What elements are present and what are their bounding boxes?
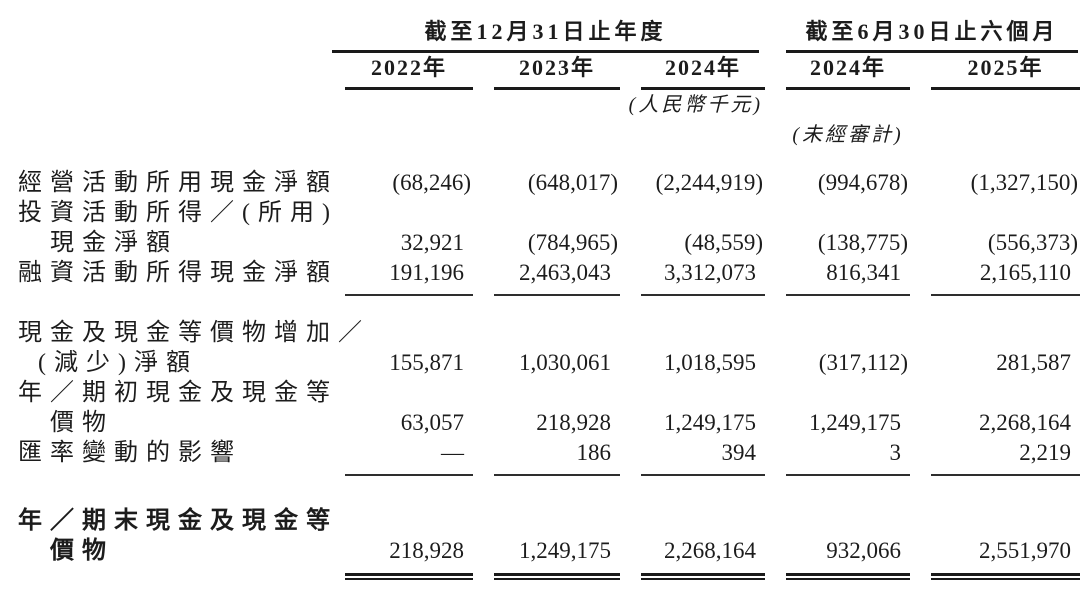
- row-label-investing-activities: 投資活動所得／(所用) 現金淨額: [18, 200, 338, 256]
- row-label-exchange-rate-effect: 匯率變動的影響: [18, 440, 242, 466]
- cell-value: (317,112): [818, 350, 908, 375]
- cell-value: 1,249,175: [809, 410, 901, 435]
- cell-value: 155,871: [389, 350, 464, 375]
- cell-value: 2,165,110: [931, 258, 1080, 296]
- column-header-2023: 2023年: [494, 53, 620, 90]
- section-spacer: [0, 150, 1080, 168]
- cell-value: (2,244,919): [655, 170, 763, 195]
- cell-value: 2,268,164: [641, 536, 765, 580]
- note-row2-spacer-a: [0, 149, 324, 150]
- note-row1-spacer-a: [0, 119, 324, 120]
- cell-value: 32,921: [400, 230, 464, 255]
- cell-value: (48,559): [684, 230, 763, 255]
- note-row2-spacer-c: [473, 149, 620, 150]
- note-row2-spacer-b: [324, 149, 473, 150]
- row-label-financing-activities: 融資活動所得現金淨額: [18, 260, 338, 286]
- cell-value: 3,312,073: [641, 258, 765, 296]
- column-header-2024: 2024年: [641, 53, 765, 90]
- note-row1-spacer-c: [473, 119, 620, 120]
- cell-value: (1,327,150): [970, 170, 1078, 195]
- cell-value: (556,373): [987, 230, 1078, 255]
- currency-unit-note: (人民幣千元): [628, 94, 763, 116]
- unaudited-note: (未經審計): [792, 124, 904, 146]
- cell-value: —: [345, 438, 473, 476]
- row-label-cash-at-end: 年／期末現金及現金等 價物: [18, 508, 338, 564]
- section-spacer: [0, 288, 1080, 318]
- row-label-operating-activities: 經營活動所用現金淨額: [18, 170, 338, 196]
- cell-value: 1,030,061: [519, 350, 611, 375]
- cell-value: 186: [494, 438, 620, 476]
- year-row-label-spacer: [0, 89, 324, 90]
- cell-value: 218,928: [345, 536, 473, 580]
- column-header-2022: 2022年: [345, 53, 473, 90]
- cell-value: (68,246): [392, 170, 471, 195]
- cell-value: 816,341: [786, 258, 910, 296]
- row-label-cash-at-beginning: 年／期初現金及現金等 價物: [18, 380, 338, 436]
- row-label-net-increase-decrease: 現金及現金等價物增加／ (減少)淨額: [18, 320, 370, 376]
- cell-value: (648,017): [527, 170, 618, 195]
- group-header-year-ended-dec31: 截至12月31日止年度: [332, 16, 759, 53]
- cell-value: 1,018,595: [664, 350, 756, 375]
- cell-value: 281,587: [996, 350, 1071, 375]
- note-row2-spacer-d: [620, 149, 765, 150]
- column-header-2025: 2025年: [931, 53, 1080, 90]
- cell-value: 932,066: [786, 536, 910, 580]
- cell-value: 191,196: [345, 258, 473, 296]
- column-header-2024-interim: 2024年: [786, 53, 910, 90]
- cell-value: (994,678): [817, 170, 908, 195]
- cell-value: 2,219: [931, 438, 1080, 476]
- cell-value: (138,775): [817, 230, 908, 255]
- cell-value: 2,463,043: [494, 258, 620, 296]
- cell-value: 394: [641, 438, 765, 476]
- cell-value: 2,268,164: [979, 410, 1071, 435]
- cell-value: 218,928: [536, 410, 611, 435]
- cash-flow-summary-table: 截至12月31日止年度 截至6月30日止六個月 2022年 2023年 2024…: [0, 16, 1080, 580]
- cell-value: (784,965): [527, 230, 618, 255]
- group-header-six-months-jun30: 截至6月30日止六個月: [786, 16, 1078, 53]
- cell-value: 1,249,175: [664, 410, 756, 435]
- cell-value: 63,057: [400, 410, 464, 435]
- cell-value: 2,551,970: [931, 536, 1080, 580]
- note-row1-spacer-e: [910, 119, 1080, 120]
- note-row2-spacer-e: [910, 149, 1080, 150]
- cell-value: 1,249,175: [494, 536, 620, 580]
- note-row1-spacer-b: [324, 119, 473, 120]
- header-label-spacer: [0, 52, 324, 53]
- cell-value: 3: [786, 438, 910, 476]
